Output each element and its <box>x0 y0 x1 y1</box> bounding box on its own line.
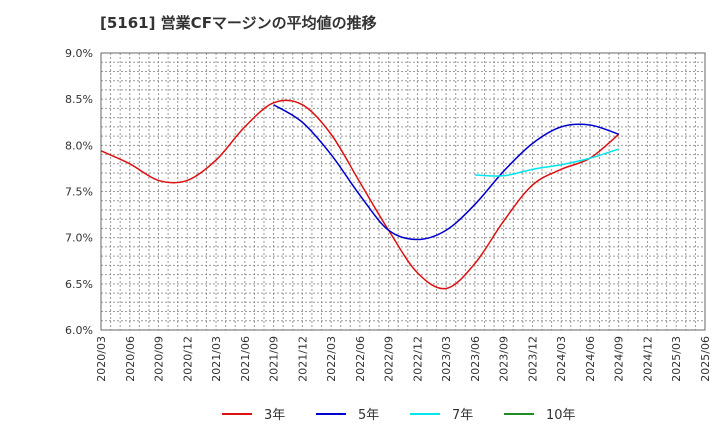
gridlines <box>101 53 705 330</box>
y-tick-label: 6.5% <box>65 278 93 291</box>
x-tick-label: 2022/12 <box>411 336 424 382</box>
x-tick-label: 2024/03 <box>555 336 568 382</box>
x-tick-label: 2021/12 <box>296 336 309 382</box>
x-tick-label: 2025/03 <box>670 336 683 382</box>
x-tick-label: 2024/12 <box>641 336 654 382</box>
series-lines <box>100 99 620 290</box>
series-line-1 <box>273 104 619 241</box>
series-line-2 <box>474 148 619 177</box>
x-tick-label: 2022/03 <box>325 336 338 382</box>
x-tick-label: 2023/03 <box>440 336 453 382</box>
plot-area <box>100 52 706 331</box>
x-tick-label: 2020/09 <box>153 336 166 382</box>
legend-label-0: 3年 <box>264 408 285 423</box>
x-tick-label: 2024/09 <box>613 336 626 382</box>
x-tick-label: 2024/06 <box>584 336 597 382</box>
y-tick-label: 7.5% <box>65 186 93 199</box>
series-line-0 <box>100 99 620 290</box>
legend-label-2: 7年 <box>452 408 473 423</box>
x-tick-label: 2022/06 <box>354 336 367 382</box>
y-tick-label: 8.5% <box>65 93 93 106</box>
legend-label-1: 5年 <box>358 408 379 423</box>
legend: 3年 5年 7年 10年 <box>222 408 576 423</box>
x-tick-label: 2022/09 <box>383 336 396 382</box>
x-tick-label: 2020/03 <box>95 336 108 382</box>
x-tick-label: 2025/06 <box>699 336 712 382</box>
y-tick-label: 9.0% <box>65 47 93 60</box>
chart-title: [5161] 営業CFマージンの平均値の推移 <box>100 14 377 32</box>
x-tick-label: 2021/06 <box>239 336 252 382</box>
y-tick-label: 7.0% <box>65 232 93 245</box>
x-tick-label: 2021/03 <box>210 336 223 382</box>
x-tick-label: 2020/12 <box>181 336 194 382</box>
legend-label-3: 10年 <box>546 408 576 423</box>
x-axis-ticks: 2020/03 2020/06 2020/09 2020/12 2021/03 2021/… <box>95 336 712 382</box>
x-tick-label: 2023/09 <box>498 336 511 382</box>
x-tick-label: 2023/12 <box>526 336 539 382</box>
x-tick-label: 2020/06 <box>124 336 137 382</box>
x-tick-label: 2023/06 <box>469 336 482 382</box>
x-tick-label: 2021/09 <box>268 336 281 382</box>
y-tick-label: 8.0% <box>65 139 93 152</box>
y-tick-label: 6.0% <box>65 324 93 337</box>
y-axis-ticks: 9.0% 8.5% 8.0% 7.5% 7.0% 6.5% 6.0% <box>65 47 93 337</box>
